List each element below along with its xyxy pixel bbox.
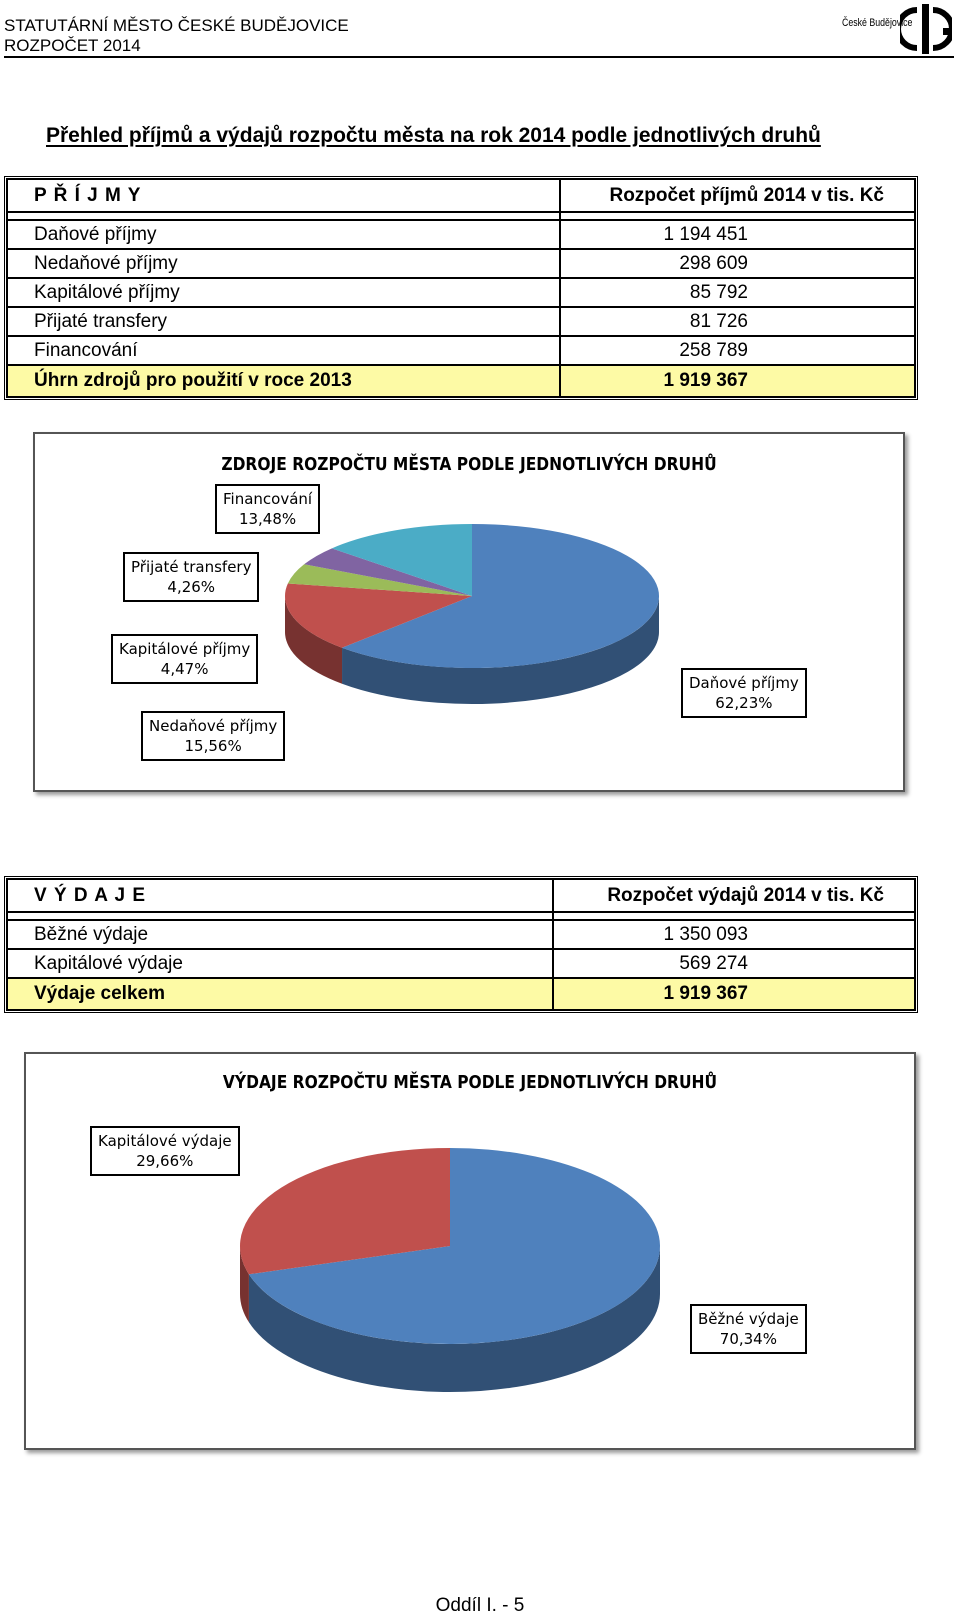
data-label-prijate-transfery: Přijaté transfery 4,26% xyxy=(123,552,260,602)
row-label: Daňové příjmy xyxy=(7,220,560,249)
total-value: 1 919 367 xyxy=(560,365,915,397)
income-pie-slice-1 xyxy=(285,583,472,648)
chart-title: VÝDAJE ROZPOČTU MĚSTA PODLE JEDNOTLIVÝCH… xyxy=(222,1072,718,1093)
income-pie-side-0 xyxy=(342,596,659,704)
income-heading: P Ř Í J M Y xyxy=(7,179,560,212)
table-row: Přijaté transfery 81 726 xyxy=(7,307,915,336)
data-label-financovani: Financování 13,48% xyxy=(215,484,321,534)
expense-pie-side-0 xyxy=(248,1246,660,1392)
row-value: 85 792 xyxy=(560,278,915,307)
income-pie-slice-4 xyxy=(331,524,472,596)
expense-pie-slice-0 xyxy=(248,1148,661,1344)
expense-heading: V Ý D A J E xyxy=(7,879,553,912)
data-label-danove-prijmy: Daňové příjmy 62,23% xyxy=(681,668,807,718)
page-title: Přehled příjmů a výdajů rozpočtu města n… xyxy=(46,124,821,147)
page-footer: Oddíl I. - 5 xyxy=(435,1595,525,1616)
data-label-bezne-vydaje: Běžné výdaje 70,34% xyxy=(690,1304,807,1354)
row-label: Běžné výdaje xyxy=(7,920,553,949)
row-value: 569 274 xyxy=(553,949,915,978)
data-label-nedanove-prijmy: Nedaňové příjmy 15,56% xyxy=(141,711,286,761)
city-logo-icon xyxy=(900,4,952,54)
data-label-kapitalove-vydaje: Kapitálové výdaje 29,66% xyxy=(90,1126,240,1176)
income-value-heading: Rozpočet příjmů 2014 v tis. Kč xyxy=(560,179,915,212)
row-label: Kapitálové příjmy xyxy=(7,278,560,307)
income-table: P Ř Í J M Y Rozpočet příjmů 2014 v tis. … xyxy=(4,176,918,400)
row-label: Přijaté transfery xyxy=(7,307,560,336)
row-label: Nedaňové příjmy xyxy=(7,249,560,278)
table-row: Kapitálové příjmy 85 792 xyxy=(7,278,915,307)
income-chart: ZDROJE ROZPOČTU MĚSTA PODLE JEDNOTLIVÝCH… xyxy=(33,432,905,792)
table-row: Nedaňové příjmy 298 609 xyxy=(7,249,915,278)
table-row: Kapitálové výdaje 569 274 xyxy=(7,949,915,978)
income-pie-slice-0 xyxy=(342,524,659,668)
total-label: Výdaje celkem xyxy=(7,978,553,1010)
total-row: Výdaje celkem 1 919 367 xyxy=(7,978,915,1010)
expense-value-heading: Rozpočet výdajů 2014 v tis. Kč xyxy=(553,879,915,912)
total-value: 1 919 367 xyxy=(553,978,915,1010)
data-label-kapitalove-prijmy: Kapitálové příjmy 4,47% xyxy=(111,634,259,684)
income-pie-side-1 xyxy=(285,596,343,684)
table-row: Financování 258 789 xyxy=(7,336,915,365)
income-pie-slice-2 xyxy=(287,564,472,596)
expense-pie-svg xyxy=(240,1148,661,1392)
row-value: 1 350 093 xyxy=(553,920,915,949)
expense-chart: VÝDAJE ROZPOČTU MĚSTA PODLE JEDNOTLIVÝCH… xyxy=(24,1052,916,1450)
table-row: Běžné výdaje 1 350 093 xyxy=(7,920,915,949)
row-value: 258 789 xyxy=(560,336,915,365)
row-value: 81 726 xyxy=(560,307,915,336)
income-pie-svg xyxy=(285,524,659,704)
expense-pie-slice-1 xyxy=(240,1148,450,1275)
expense-table: V Ý D A J E Rozpočet výdajů 2014 v tis. … xyxy=(4,876,918,1013)
total-label: Úhrn zdrojů pro použití v roce 2013 xyxy=(7,365,560,397)
header-rule xyxy=(4,56,954,58)
table-row: Daňové příjmy 1 194 451 xyxy=(7,220,915,249)
row-label: Financování xyxy=(7,336,560,365)
income-pie-slice-3 xyxy=(304,548,472,596)
row-label: Kapitálové výdaje xyxy=(7,949,553,978)
expense-pie-side-1 xyxy=(240,1246,249,1323)
logo-text: České Budějovice xyxy=(842,17,913,29)
header-budget: ROZPOČET 2014 xyxy=(4,36,141,55)
header-city: STATUTÁRNÍ MĚSTO ČESKÉ BUDĚJOVICE xyxy=(4,16,349,35)
row-value: 298 609 xyxy=(560,249,915,278)
row-value: 1 194 451 xyxy=(560,220,915,249)
total-row: Úhrn zdrojů pro použití v roce 2013 1 91… xyxy=(7,365,915,397)
chart-title: ZDROJE ROZPOČTU MĚSTA PODLE JEDNOTLIVÝCH… xyxy=(221,454,717,475)
